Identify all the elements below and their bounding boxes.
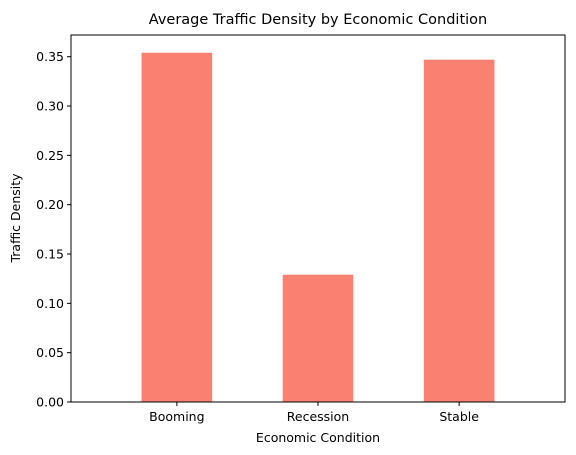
y-tick-label: 0.20	[36, 197, 64, 212]
y-axis-ticks: 0.00 0.05 0.10 0.15 0.20 0.25 0.30 0.35	[36, 49, 71, 410]
bar-recession	[282, 274, 354, 402]
x-tick-label: Booming	[149, 409, 204, 424]
plot-area: 0.00 0.05 0.10 0.15 0.20 0.25 0.30 0.35 Booming…	[36, 34, 566, 424]
y-tick-label: 0.00	[36, 395, 64, 410]
y-axis-label: Traffic Density	[8, 173, 23, 264]
bar-stable	[423, 59, 495, 403]
x-axis-ticks: Booming Recession Stable	[149, 402, 479, 424]
y-tick-label: 0.30	[36, 99, 64, 114]
y-tick-label: 0.35	[36, 49, 64, 64]
y-tick-label: 0.10	[36, 296, 64, 311]
bar-booming	[141, 52, 213, 403]
bars	[141, 52, 495, 403]
x-tick-label: Recession	[287, 409, 349, 424]
y-tick-label: 0.25	[36, 148, 64, 163]
x-axis-label: Economic Condition	[256, 430, 380, 445]
chart-title: Average Traffic Density by Economic Cond…	[149, 12, 487, 28]
y-tick-label: 0.15	[36, 247, 64, 262]
y-tick-label: 0.05	[36, 345, 64, 360]
x-tick-label: Stable	[439, 409, 479, 424]
